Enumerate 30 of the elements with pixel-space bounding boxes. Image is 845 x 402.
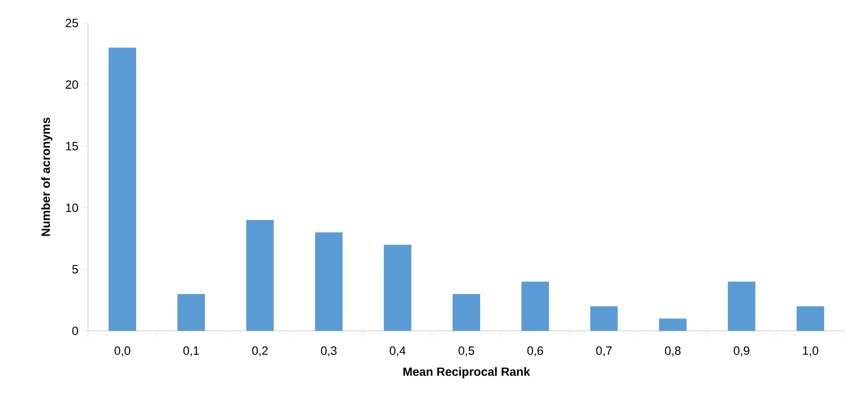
bar — [384, 244, 412, 331]
bar — [177, 294, 205, 331]
x-tick-label: 0,1 — [183, 346, 199, 356]
bar — [315, 232, 343, 331]
bar — [728, 282, 756, 331]
x-tick-label: 0,6 — [527, 346, 543, 356]
bar — [659, 318, 687, 331]
x-tick-label: 0,3 — [320, 346, 337, 356]
x-tick-label: 0,4 — [390, 346, 406, 356]
bar — [796, 306, 824, 331]
y-tick-label: 0 — [72, 326, 78, 336]
bar — [521, 282, 549, 331]
bar — [590, 306, 618, 331]
x-axis-title: Mean Reciprocal Rank — [403, 367, 530, 378]
bar — [452, 294, 480, 331]
y-tick-label: 10 — [66, 204, 78, 212]
x-tick-label: 0,2 — [252, 346, 268, 356]
x-tick-label: 0,5 — [458, 346, 474, 356]
bar — [108, 48, 136, 331]
x-tick-label: 0,0 — [114, 346, 130, 356]
y-tick-label: 20 — [66, 80, 78, 89]
y-axis-title: Number of acronyms — [41, 118, 52, 236]
x-tick-label: 0,8 — [664, 346, 681, 356]
bar — [246, 220, 274, 331]
y-tick-label: 25 — [66, 18, 78, 28]
y-tick-label: 5 — [72, 265, 78, 274]
y-tick-label: 15 — [66, 142, 78, 150]
x-tick-label: 1,0 — [802, 346, 818, 356]
x-tick-label: 0,9 — [734, 346, 750, 356]
x-tick-label: 0,7 — [596, 346, 612, 356]
